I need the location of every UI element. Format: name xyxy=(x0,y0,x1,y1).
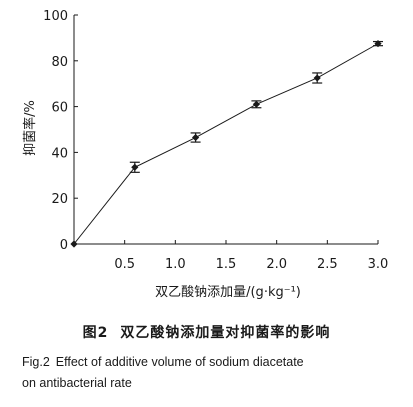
figure-title-en-line1: Effect of additive volume of sodium diac… xyxy=(55,355,304,369)
ticks: 0 20 40 60 80 100 0.5 1.0 1.5 2.0 2.5 3.0 xyxy=(43,9,388,272)
figure-caption-cn: 图2 双乙酸钠添加量对抑菌率的影响 xyxy=(0,322,413,342)
figure-number-cn: 图2 xyxy=(82,325,109,341)
y-axis-label: 抑菌率/% xyxy=(22,100,38,156)
y-tick-label: 60 xyxy=(51,101,68,116)
data-point-marker xyxy=(374,40,382,48)
data-point-marker xyxy=(313,74,321,82)
x-tick-label: 3.0 xyxy=(368,257,389,272)
x-tick-label: 1.5 xyxy=(216,257,237,272)
y-tick-label: 40 xyxy=(51,146,68,161)
x-tick-label: 2.5 xyxy=(317,257,338,272)
x-axis-label: 双乙酸钠添加量/(g·kg⁻¹) xyxy=(155,285,301,300)
data-point-marker xyxy=(70,240,78,248)
x-tick-label: 0.5 xyxy=(114,257,135,272)
data-point-marker xyxy=(252,100,260,108)
axes xyxy=(73,15,378,245)
x-tick-label: 1.0 xyxy=(165,257,186,272)
data-point-marker xyxy=(131,163,139,171)
y-tick-label: 80 xyxy=(51,55,68,70)
figure-caption-en: Fig.2 Effect of additive volume of sodium… xyxy=(22,352,407,394)
y-tick-label: 100 xyxy=(43,9,68,24)
y-tick-label: 20 xyxy=(51,192,68,207)
line-chart: 0 20 40 60 80 100 0.5 1.0 1.5 2.0 2.5 3.0 双乙酸钠添加量/(… xyxy=(22,9,388,300)
figure-number-en: Fig.2 xyxy=(22,355,50,369)
series-line xyxy=(73,43,379,245)
figure-title-en-line2: on antibacterial rate xyxy=(22,376,132,390)
data-point-marker xyxy=(192,133,200,142)
x-tick-label: 2.0 xyxy=(266,257,287,272)
data-series xyxy=(70,40,383,248)
y-tick-label: 0 xyxy=(60,238,68,253)
figure-title-cn: 双乙酸钠添加量对抑菌率的影响 xyxy=(120,325,331,341)
